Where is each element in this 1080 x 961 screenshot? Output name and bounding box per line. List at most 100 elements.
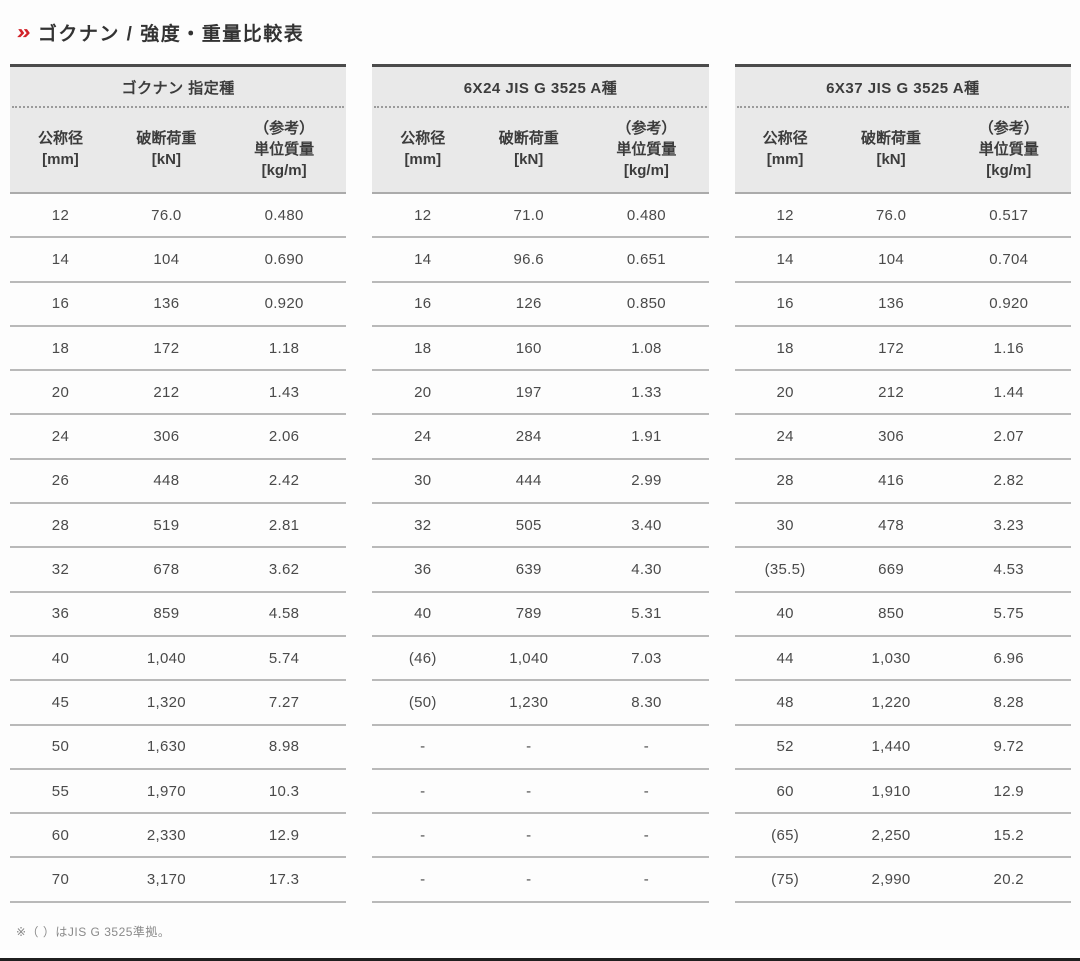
table-cell: (35.5) — [764, 561, 806, 579]
table-title: ゴクナン 指定種 — [121, 80, 235, 97]
table-cell: 1,220 — [871, 693, 911, 711]
table-cell: 1,320 — [146, 693, 186, 711]
table-cell: - — [420, 871, 426, 889]
table-cell: 284 — [515, 428, 542, 446]
table-header: 6X37 JIS G 3525 A種 公称径 [mm] 破断荷重 [kN] （参… — [734, 64, 1071, 194]
table-cell: (46) — [408, 649, 437, 667]
table-row: 60 2,330 12.9 — [10, 814, 347, 859]
table-cell: 859 — [153, 605, 180, 623]
col-header-unit-mass: （参考） 単位質量 [kg/m] — [254, 119, 315, 179]
page-title: ゴクナン / 強度・重量比較表 — [37, 24, 305, 45]
table-cell: 789 — [515, 605, 542, 623]
table-cell: - — [526, 782, 532, 800]
table-6x24-jis: 6X24 JIS G 3525 A種 公称径 [mm] 破断荷重 [kN] （参… — [372, 64, 709, 903]
table-cell: 76.0 — [875, 206, 907, 224]
bottom-divider — [0, 958, 1080, 961]
table-cell: 60 — [51, 826, 70, 844]
table-cell: 48 — [776, 693, 794, 711]
table-cell: 36 — [51, 605, 70, 623]
table-cell: 76.0 — [151, 206, 182, 224]
table-cell: 17.3 — [268, 871, 300, 889]
page-title-bar: » ゴクナン / 強度・重量比較表 — [0, 0, 1080, 46]
col-header-breaking-load: 破断荷重 [kN] — [498, 130, 559, 168]
table-cell: 850 — [878, 605, 904, 623]
table-cell: 60 — [776, 782, 794, 800]
table-cell: 2.07 — [993, 428, 1024, 446]
table-cell: 2.42 — [268, 472, 300, 490]
table-cell: 1,040 — [146, 649, 186, 667]
table-cell: 0.920 — [989, 295, 1029, 313]
table-cell: 20 — [51, 383, 70, 401]
table-row: 14 96.6 0.651 — [372, 238, 709, 283]
table-cell: - — [643, 826, 650, 844]
table-body: 12 76.0 0.517 14 104 0.704 16 136 0.920 18 172 1.16… — [734, 194, 1071, 903]
column-headers: 公称径 [mm] 破断荷重 [kN] （参考） 単位質量 [kg/m] — [10, 108, 346, 192]
table-cell: 32 — [414, 516, 432, 534]
table-row: 45 1,320 7.27 — [10, 681, 347, 726]
table-row: 70 3,170 17.3 — [10, 858, 347, 903]
table-cell: 70 — [51, 871, 70, 889]
table-cell: - — [526, 826, 532, 844]
table-cell: 30 — [776, 516, 794, 534]
table-row: 18 160 1.08 — [372, 327, 709, 372]
table-cell: 2,990 — [871, 871, 911, 889]
table-cell: 16 — [51, 295, 70, 313]
table-header: ゴクナン 指定種 公称径 [mm] 破断荷重 [kN] （参考） 単位質量 [k… — [10, 64, 347, 194]
table-row: 14 104 0.690 — [10, 238, 347, 283]
table-cell: - — [643, 738, 650, 756]
table-title: 6X37 JIS G 3525 A種 — [826, 80, 980, 97]
table-cell: 28 — [776, 472, 794, 490]
table-cell: 1.43 — [268, 383, 300, 401]
table-cell: 1,970 — [146, 782, 186, 800]
table-cell: 104 — [153, 250, 180, 268]
table-cell: 40 — [414, 605, 432, 623]
table-row: 18 172 1.18 — [10, 327, 347, 372]
table-row: 40 1,040 5.74 — [10, 637, 347, 682]
table-row: (35.5) 669 4.53 — [734, 548, 1071, 593]
table-cell: 416 — [878, 472, 904, 490]
table-cell: 678 — [153, 561, 180, 579]
table-6x37-jis: 6X37 JIS G 3525 A種 公称径 [mm] 破断荷重 [kN] （参… — [734, 64, 1071, 903]
table-cell: 0.480 — [626, 206, 666, 224]
table-cell: 136 — [878, 295, 904, 313]
table-cell: 24 — [776, 428, 794, 446]
table-cell: 306 — [878, 428, 904, 446]
table-cell: 172 — [153, 339, 180, 357]
table-cell: 519 — [153, 516, 180, 534]
table-row: 16 136 0.920 — [734, 283, 1071, 327]
table-cell: - — [420, 782, 426, 800]
table-row: 30 444 2.99 — [372, 460, 709, 505]
table-cell: 71.0 — [513, 206, 544, 224]
table-row: 52 1,440 9.72 — [734, 726, 1071, 770]
table-row: 60 1,910 12.9 — [734, 770, 1071, 815]
table-cell: 24 — [414, 428, 432, 446]
table-row: 32 505 3.40 — [372, 504, 709, 549]
table-cell: 172 — [878, 339, 904, 357]
table-cell: (65) — [771, 826, 800, 844]
table-cell: 1,230 — [509, 693, 549, 711]
table-body: 12 71.0 0.480 14 96.6 0.651 16 126 0.850 18 160 1.0… — [372, 194, 709, 903]
column-headers: 公称径 [mm] 破断荷重 [kN] （参考） 単位質量 [kg/m] — [372, 108, 708, 192]
col-header-nominal-diameter: 公称径 [mm] — [762, 130, 808, 168]
table-cell: 2.81 — [268, 516, 300, 534]
col-header-unit-mass: （参考） 単位質量 [kg/m] — [616, 119, 677, 179]
table-cell: 1,910 — [871, 782, 911, 800]
table-cell: 1.44 — [993, 383, 1024, 401]
table-row: 28 519 2.81 — [10, 504, 347, 549]
table-cell: - — [643, 782, 650, 800]
table-row: 12 71.0 0.480 — [372, 194, 709, 239]
table-cell: 26 — [51, 472, 70, 490]
dotted-divider — [736, 106, 1069, 108]
table-cell: 197 — [515, 383, 542, 401]
table-cell: 16 — [776, 295, 794, 313]
col-header-breaking-load: 破断荷重 [kN] — [136, 130, 197, 168]
table-cell: 12.9 — [993, 782, 1024, 800]
table-cell: 18 — [414, 339, 432, 357]
table-cell: 44 — [776, 649, 794, 667]
table-cell: 8.30 — [631, 693, 662, 711]
table-cell: 10.3 — [268, 782, 300, 800]
table-header: 6X24 JIS G 3525 A種 公称径 [mm] 破断荷重 [kN] （参… — [372, 64, 709, 194]
table-cell: 28 — [51, 516, 70, 534]
table-cell: 55 — [51, 782, 70, 800]
